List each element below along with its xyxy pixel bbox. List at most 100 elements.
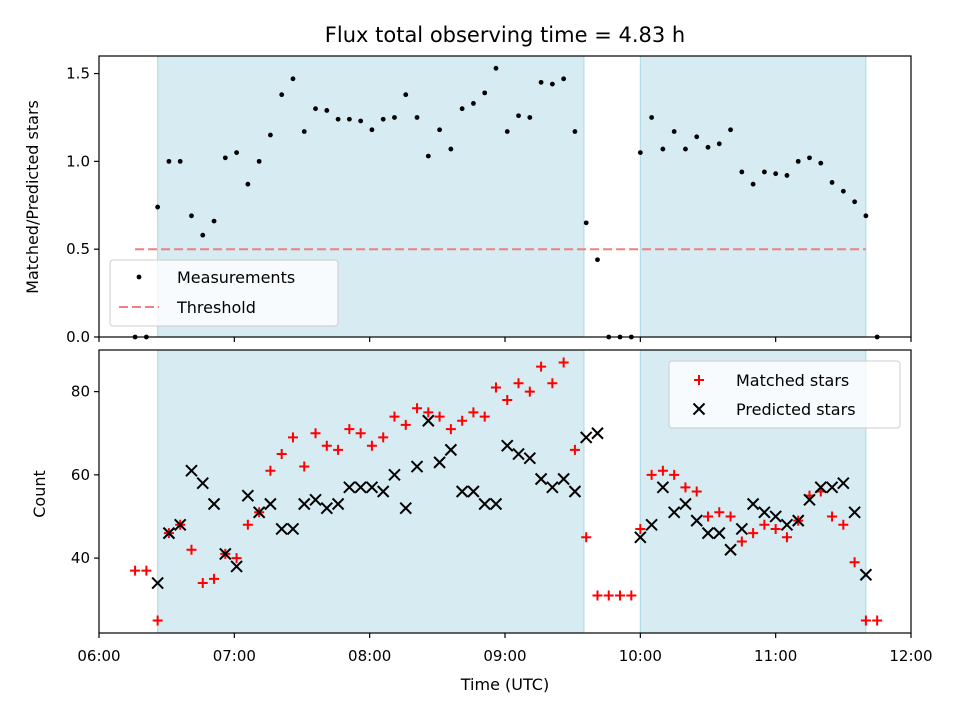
measurement-point-65 <box>863 213 869 219</box>
predicted-star-point-39 <box>591 427 604 440</box>
matched-star-point-26 <box>423 407 434 418</box>
predicted-star-point-53 <box>780 518 794 532</box>
measurement-point-41 <box>595 257 600 263</box>
predicted-star-point-41 <box>645 518 658 532</box>
chart-title: Flux total observing time = 4.83 h <box>325 23 685 47</box>
measurement-point-59 <box>795 158 801 164</box>
predicted-star-point-52 <box>769 510 782 523</box>
predicted-star-point-40 <box>634 531 647 544</box>
matched-star-point-42 <box>603 590 614 601</box>
predicted-star-point-29 <box>478 497 491 511</box>
matched-star-point-41 <box>592 590 603 601</box>
matched-star-point-45 <box>635 523 646 534</box>
measurement-point-31 <box>482 90 488 96</box>
matched-star-point-63 <box>838 519 849 530</box>
measurement-point-37 <box>549 81 555 87</box>
measurement-point-6 <box>200 232 206 238</box>
matched-star-point-49 <box>680 482 691 493</box>
predicted-star-point-50 <box>746 497 760 511</box>
matched-star-point-58 <box>781 532 792 543</box>
top-shaded-region-1 <box>639 55 867 338</box>
matched-star-point-18 <box>333 444 344 455</box>
measurement-point-30 <box>471 101 476 106</box>
top-panel: 0.0 0.5 1.0 1.5 Measurements Threshold Match… <box>23 55 912 346</box>
top-y-axis-label: Matched/Predicted stars <box>23 100 42 294</box>
predicted-star-point-32 <box>512 447 525 461</box>
matched-star-point-54 <box>736 536 747 547</box>
matched-star-point-47 <box>657 465 668 476</box>
legend-measurements-marker <box>136 274 142 280</box>
predicted-star-point-26 <box>444 443 458 457</box>
matched-star-point-64 <box>849 557 860 568</box>
top-legend-box <box>109 259 339 327</box>
legend-predicted-stars-marker <box>692 402 706 416</box>
measurement-point-46 <box>649 115 655 120</box>
measurement-point-18 <box>335 116 341 122</box>
predicted-star-point-2 <box>173 518 187 532</box>
measurement-point-54 <box>739 169 745 175</box>
matched-star-point-43 <box>615 590 626 601</box>
matched-star-point-17 <box>321 440 332 451</box>
matched-star-point-40 <box>581 532 592 543</box>
bottom-y-axis-label: Count <box>30 470 49 518</box>
measurement-point-10 <box>245 181 251 187</box>
legend-predicted-stars-label: Predicted stars <box>736 400 856 419</box>
measurement-point-19 <box>346 116 352 122</box>
matched-star-point-55 <box>748 528 759 539</box>
x-tick-label-4: 10:00 <box>619 647 662 665</box>
predicted-star-point-20 <box>376 485 390 498</box>
legend-threshold-label: Threshold <box>176 298 256 317</box>
measurement-point-51 <box>705 144 711 150</box>
matched-star-point-57 <box>770 523 781 534</box>
measurement-point-53 <box>728 127 733 133</box>
measurement-point-7 <box>211 218 217 224</box>
predicted-star-point-19 <box>365 481 379 494</box>
measurement-point-4 <box>177 158 183 164</box>
measurement-point-17 <box>324 108 330 113</box>
bottom-y-tick-label-2: 80 <box>71 383 90 401</box>
predicted-star-point-37 <box>568 485 582 498</box>
matched-star-point-13 <box>276 449 287 460</box>
matched-star-point-1 <box>141 565 152 576</box>
matched-star-point-12 <box>265 465 276 476</box>
legend-matched-stars-label: Matched stars <box>736 371 849 390</box>
measurement-point-25 <box>414 115 420 120</box>
measurement-point-45 <box>637 150 643 155</box>
measurement-point-55 <box>750 181 756 187</box>
predicted-star-point-55 <box>803 493 816 507</box>
matched-star-point-16 <box>310 428 321 439</box>
measurement-point-29 <box>459 106 465 112</box>
bottom-y-tick-label-0: 40 <box>71 549 90 567</box>
matched-star-point-5 <box>186 544 197 555</box>
measurement-point-14 <box>290 76 296 82</box>
measurement-point-22 <box>380 116 386 122</box>
measurement-point-3 <box>166 158 172 164</box>
matched-star-point-10 <box>242 519 253 530</box>
predicted-star-point-59 <box>848 506 861 519</box>
x-axis-label: Time (UTC) <box>460 675 549 694</box>
bottom-count-points <box>130 357 883 626</box>
matched-star-point-22 <box>378 432 389 443</box>
measurement-point-21 <box>369 127 375 133</box>
top-axes: 0.0 0.5 1.0 1.5 <box>66 55 912 346</box>
measurement-point-35 <box>527 115 533 120</box>
matched-star-point-66 <box>872 615 883 626</box>
predicted-star-point-1 <box>162 526 176 540</box>
top-y-tick-label-1: 0.5 <box>66 240 90 258</box>
predicted-star-point-25 <box>433 456 446 469</box>
x-tick-label-0: 06:00 <box>77 647 120 665</box>
measurement-point-2 <box>155 204 161 210</box>
matched-star-point-35 <box>524 386 535 397</box>
bottom-y-tick-label-1: 60 <box>71 466 90 484</box>
measurement-point-58 <box>784 173 790 178</box>
x-tick-label-6: 12:00 <box>889 647 932 665</box>
matched-star-point-32 <box>490 382 501 393</box>
predicted-star-point-11 <box>275 522 288 536</box>
top-y-tick-label-2: 1.0 <box>66 152 90 170</box>
predicted-star-point-6 <box>219 547 232 561</box>
matched-star-point-31 <box>479 411 490 422</box>
predicted-star-point-38 <box>579 431 593 444</box>
measurement-point-56 <box>761 169 767 175</box>
measurement-point-33 <box>504 129 510 134</box>
